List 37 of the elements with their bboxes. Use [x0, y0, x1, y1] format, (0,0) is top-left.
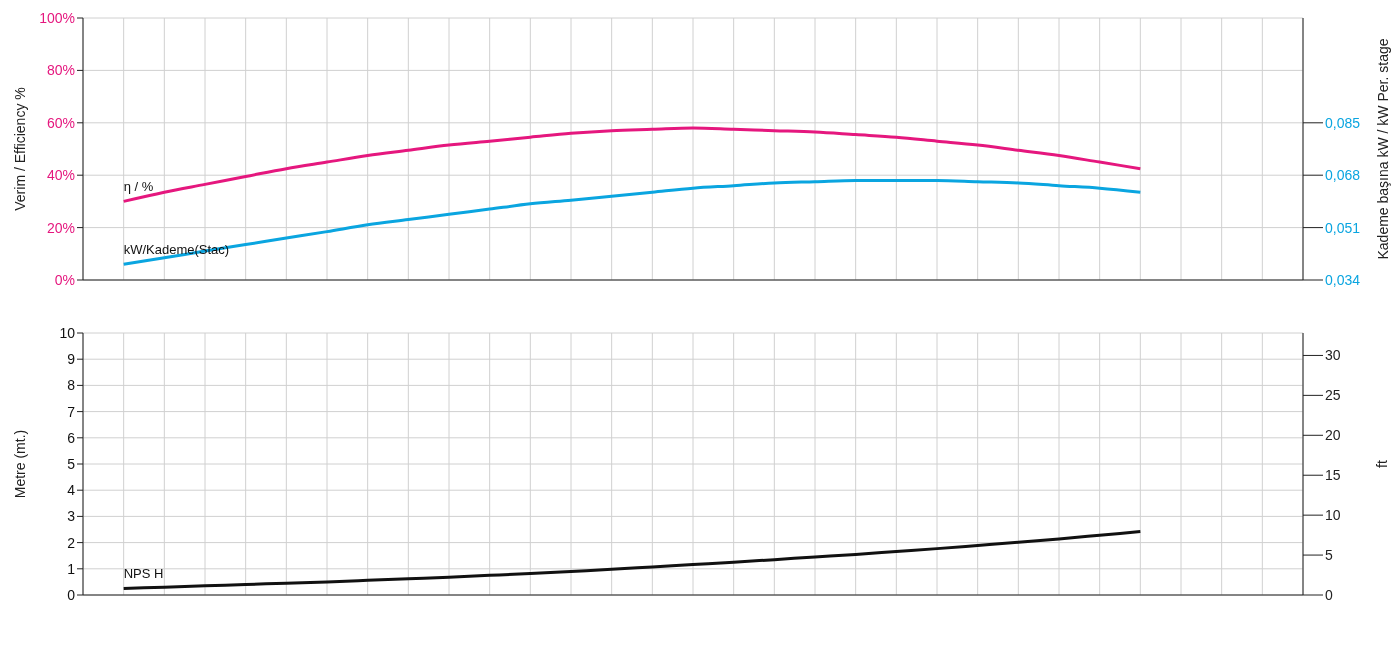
y-tick-label: 80% — [46, 62, 75, 79]
y-tick-label: 8 — [67, 377, 76, 394]
y2-tick-label: 0,068 — [1325, 167, 1361, 184]
y-axis-title: Verim / Efficiency % — [12, 87, 29, 211]
line-series — [122, 178, 1142, 266]
y-tick-label: 20% — [46, 219, 75, 236]
y2-tick-label: 30 — [1325, 347, 1341, 364]
y2-tick-label: 5 — [1325, 547, 1333, 564]
y-tick-label: 5 — [67, 455, 76, 472]
y-tick-label: 6 — [67, 429, 76, 446]
y-tick-label: 0% — [54, 271, 75, 288]
y-tick-label: 7 — [67, 403, 76, 420]
y-axis-title: Metre (mt.) — [12, 429, 29, 499]
line-series — [122, 126, 1142, 203]
y2-tick-label: 0,051 — [1325, 219, 1361, 236]
y-tick-label: 60% — [46, 114, 75, 131]
y2-axis-title: ft — [1374, 460, 1390, 468]
y2-tick-label: 10 — [1325, 507, 1341, 524]
y-tick-label: 10 — [59, 324, 76, 341]
series-label: η / % — [123, 179, 154, 195]
y2-tick-label: 15 — [1325, 467, 1341, 484]
y-tick-label: 2 — [67, 534, 76, 551]
y-tick-label: 1 — [67, 560, 76, 577]
series-label: NPS H — [123, 566, 164, 582]
y-tick-label: 40% — [46, 167, 75, 184]
y-tick-label: 3 — [67, 508, 76, 525]
y2-tick-label: 0 — [1325, 586, 1333, 603]
y2-axis-title: Kademe başına kW / kW Per. stage — [1374, 38, 1390, 260]
y2-tick-label: 25 — [1325, 387, 1341, 404]
line-series — [122, 530, 1142, 590]
y2-tick-label: 0,085 — [1325, 114, 1361, 131]
y-tick-label: 9 — [67, 351, 76, 368]
y2-tick-label: 0,034 — [1325, 271, 1361, 288]
y-tick-label: 4 — [67, 482, 76, 499]
y-tick-label: 0 — [67, 586, 76, 603]
y-tick-label: 100% — [39, 9, 75, 26]
y2-tick-label: 20 — [1325, 427, 1341, 444]
